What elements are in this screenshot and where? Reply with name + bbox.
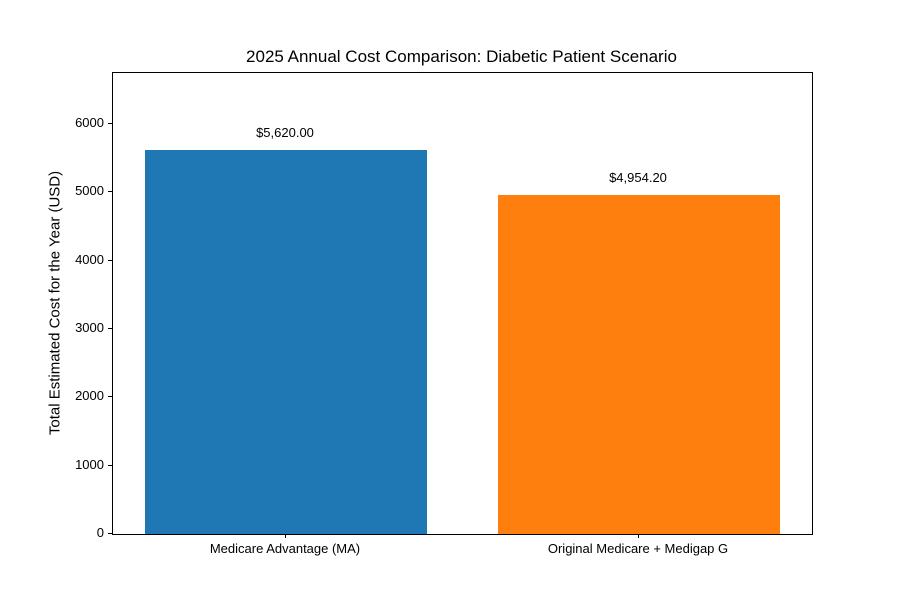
bar-0	[145, 150, 427, 534]
y-tick-label-2: 2000	[75, 388, 104, 403]
y-tick-label-6: 6000	[75, 115, 104, 130]
y-tick-label-5: 5000	[75, 183, 104, 198]
y-tick-mark-1	[108, 465, 112, 466]
x-tick-label-0: Medicare Advantage (MA)	[209, 541, 361, 556]
x-tick-mark-1	[638, 534, 639, 538]
bar-1	[498, 195, 780, 534]
bar-value-label-0: $5,620.00	[256, 125, 314, 140]
bar-value-label-1: $4,954.20	[609, 170, 667, 185]
y-tick-label-4: 4000	[75, 252, 104, 267]
y-tick-label-3: 3000	[75, 320, 104, 335]
x-tick-mark-0	[285, 534, 286, 538]
y-tick-label-0: 0	[96, 525, 104, 540]
chart-title: 2025 Annual Cost Comparison: Diabetic Pa…	[246, 47, 677, 66]
y-tick-mark-0	[108, 533, 112, 534]
y-tick-mark-2	[108, 396, 112, 397]
y-tick-mark-5	[108, 191, 112, 192]
plot-area	[112, 72, 813, 535]
y-tick-mark-3	[108, 328, 112, 329]
x-tick-label-1: Original Medicare + Medigap G	[547, 541, 729, 556]
y-tick-mark-6	[108, 123, 112, 124]
y-tick-label-1: 1000	[75, 457, 104, 472]
y-tick-mark-4	[108, 260, 112, 261]
